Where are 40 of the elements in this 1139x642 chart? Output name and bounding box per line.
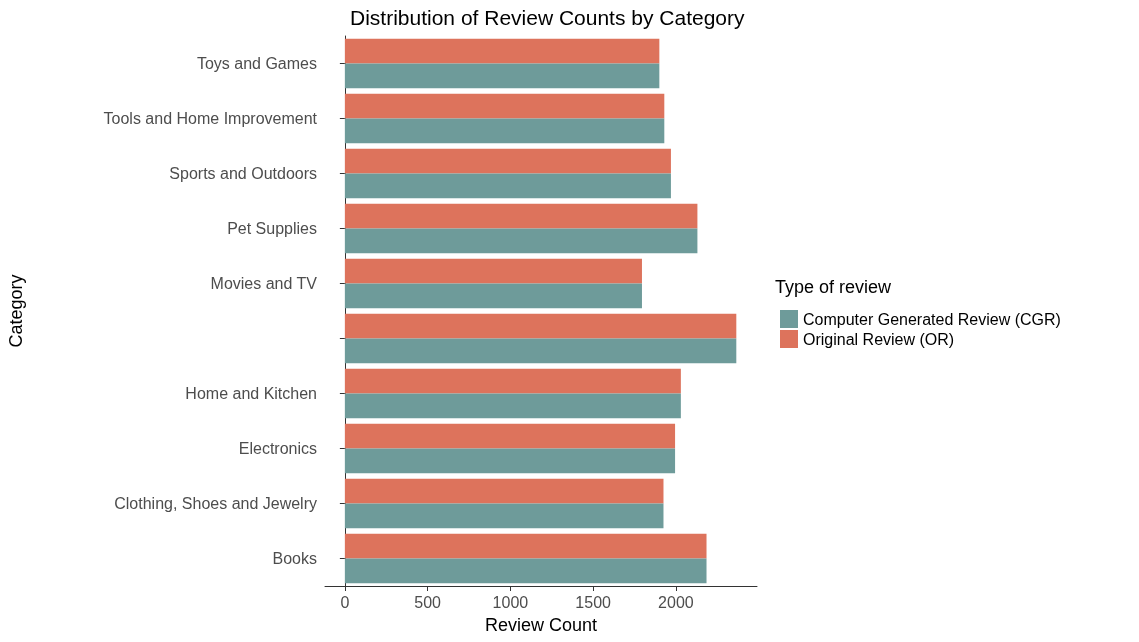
legend-title: Type of review [775,277,893,297]
legend-label: Original Review (OR) [803,330,955,348]
y-tick-label: Toys and Games [196,55,317,72]
bar [344,478,664,504]
x-tick-label: 500 [414,593,442,611]
bar [344,338,737,364]
bar [344,558,707,584]
y-tick-label: Sports and Outdoors [169,165,317,182]
x-tick-label: 2000 [658,593,694,611]
bar [344,63,660,89]
bar [344,148,671,174]
y-axis-title: Category [6,274,26,348]
bar [344,423,676,449]
bar [344,313,737,339]
y-tick-label: Books [272,550,317,567]
x-tick-label: 1000 [492,593,529,611]
y-tick-label: Home and Kitchen [185,385,317,402]
y-tick-label: Pet Supplies [227,220,317,237]
chart-title: Distribution of Review Counts by Category [350,6,746,29]
y-tick-label: Electronics [238,440,317,457]
bar [344,393,681,419]
bar [344,38,660,64]
bar [344,93,665,119]
legend-label: Computer Generated Review (CGR) [803,310,1061,328]
bar [344,448,676,474]
bar [344,118,665,144]
y-tick-label: Movies and TV [210,275,318,292]
bar [344,228,698,254]
bar [344,368,681,394]
x-tick-label: 0 [340,593,350,611]
bar [344,258,642,284]
bar [344,283,642,309]
x-axis-title: Review Count [484,615,598,635]
bar [344,503,664,529]
bar [344,533,707,559]
bar [344,173,671,199]
y-tick-label: Clothing, Shoes and Jewelry [114,495,317,512]
bar [344,203,698,229]
x-tick-label: 1500 [575,593,612,611]
y-tick-label: Tools and Home Improvement [103,110,318,127]
